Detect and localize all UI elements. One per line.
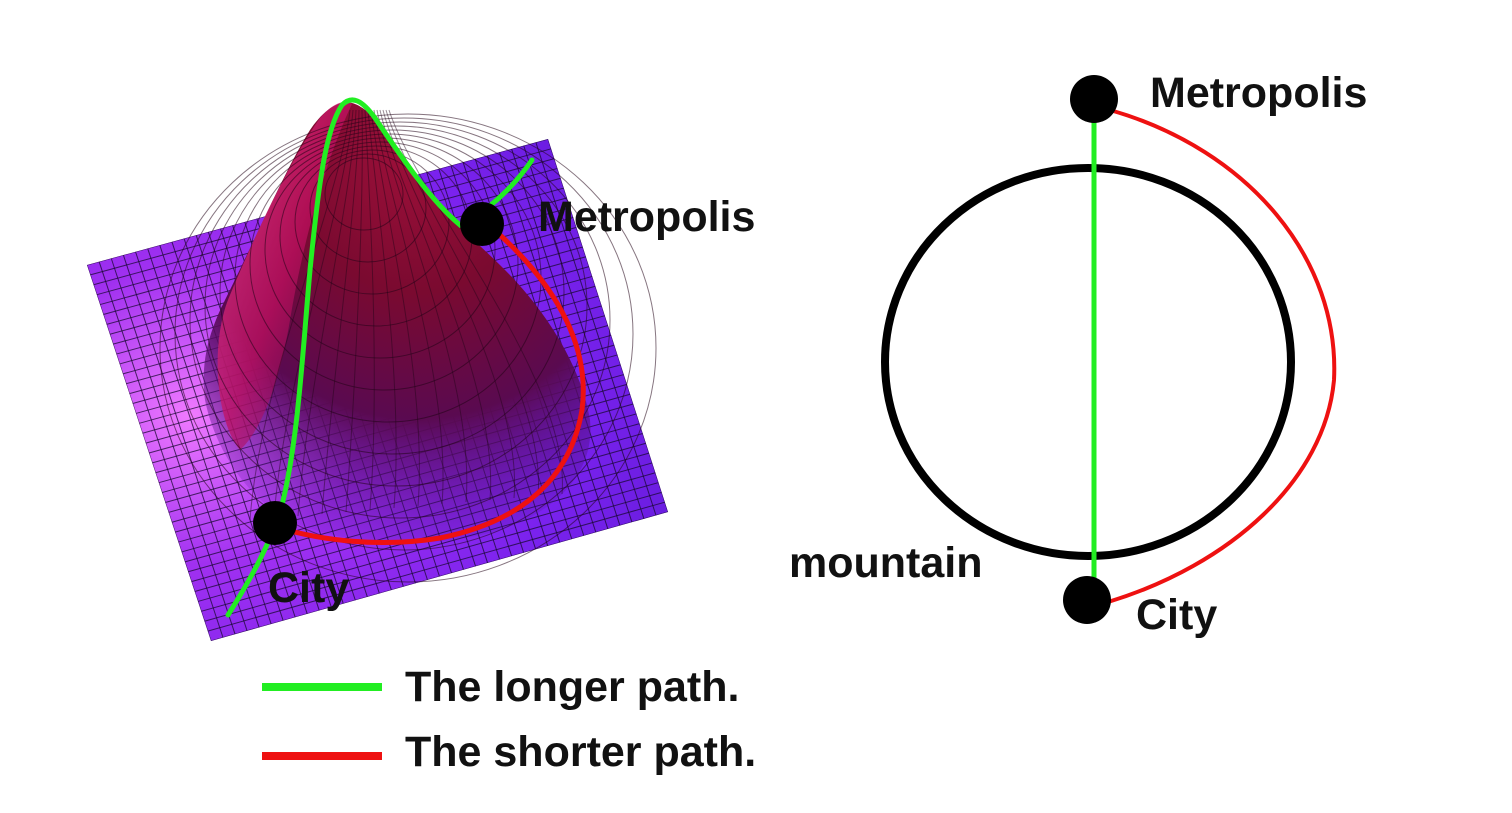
city-node-3d: [253, 501, 297, 545]
legend: The longer path. The shorter path.: [262, 663, 756, 776]
mountain-contour: [159, 113, 657, 583]
mountain-circle: [881, 164, 1295, 560]
legend-label-shorter: The shorter path.: [405, 728, 756, 776]
mountain-meridian: [385, 109, 539, 497]
mountain-contour: [309, 153, 427, 263]
grid-line: [207, 501, 665, 632]
mountain-meridian: [273, 109, 354, 519]
grid-line: [523, 145, 645, 519]
mountain-grid: [159, 109, 657, 583]
metropolis-node-3d: [460, 202, 504, 246]
metropolis-label-3d: Metropolis: [538, 193, 755, 241]
mountain-meridian: [367, 109, 397, 509]
mountain-label: mountain: [789, 539, 982, 587]
grid-line: [204, 491, 662, 622]
city-label-top: City: [1136, 591, 1217, 639]
city-node-top: [1063, 576, 1111, 624]
surface-plot: Metropolis City: [87, 97, 755, 641]
mountain-meridian: [249, 109, 351, 521]
mountain-meridian: [345, 109, 363, 513]
mountain-contour: [219, 129, 565, 455]
metropolis-node-top: [1070, 75, 1118, 123]
mountain-meridian: [388, 109, 563, 495]
legend-label-longer: The longer path.: [405, 663, 739, 711]
mountain-contour: [249, 137, 519, 391]
mountain-meridian: [370, 109, 420, 507]
mountain-contour: [204, 125, 588, 487]
grid-line: [201, 482, 659, 612]
mountain-meridian: [379, 109, 492, 501]
mountain-meridian: [373, 109, 444, 505]
mountain-contour: [189, 121, 611, 519]
grid-line: [210, 511, 668, 641]
mountain-meridian: [376, 109, 468, 503]
mountain-contour: [324, 157, 404, 231]
metropolis-label-top: Metropolis: [1150, 69, 1367, 117]
mountain-meridian: [297, 109, 357, 517]
grid-line: [535, 142, 657, 516]
city-label-3d: City: [268, 564, 349, 612]
shorter-path-top: [1107, 108, 1337, 604]
mountain-contour: [174, 117, 634, 551]
mountain-meridian: [321, 109, 360, 515]
grid-line: [498, 152, 621, 526]
shorter-path-3d: [277, 232, 586, 546]
mountain-meridian: [364, 109, 375, 511]
mountain-contour: [264, 141, 496, 359]
mountain-contour: [294, 149, 450, 295]
top-view-diagram: Metropolis City mountain: [789, 69, 1367, 639]
